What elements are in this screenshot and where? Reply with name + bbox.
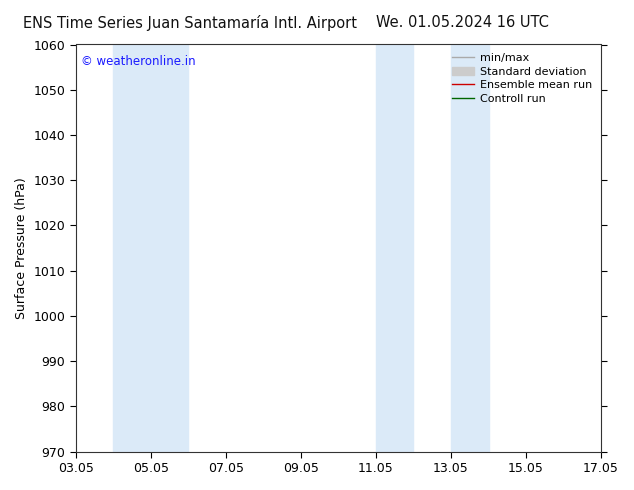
Bar (451, 45, 489, 452)
Bar (376, 45, 413, 452)
Text: We. 01.05.2024 16 UTC: We. 01.05.2024 16 UTC (377, 15, 549, 30)
Text: © weatheronline.in: © weatheronline.in (81, 55, 196, 68)
Bar (113, 45, 151, 452)
Legend: min/max, Standard deviation, Ensemble mean run, Controll run: min/max, Standard deviation, Ensemble me… (449, 50, 595, 107)
Text: ENS Time Series Juan Santamaría Intl. Airport: ENS Time Series Juan Santamaría Intl. Ai… (23, 15, 357, 31)
Bar (151, 45, 188, 452)
Y-axis label: Surface Pressure (hPa): Surface Pressure (hPa) (15, 177, 28, 319)
